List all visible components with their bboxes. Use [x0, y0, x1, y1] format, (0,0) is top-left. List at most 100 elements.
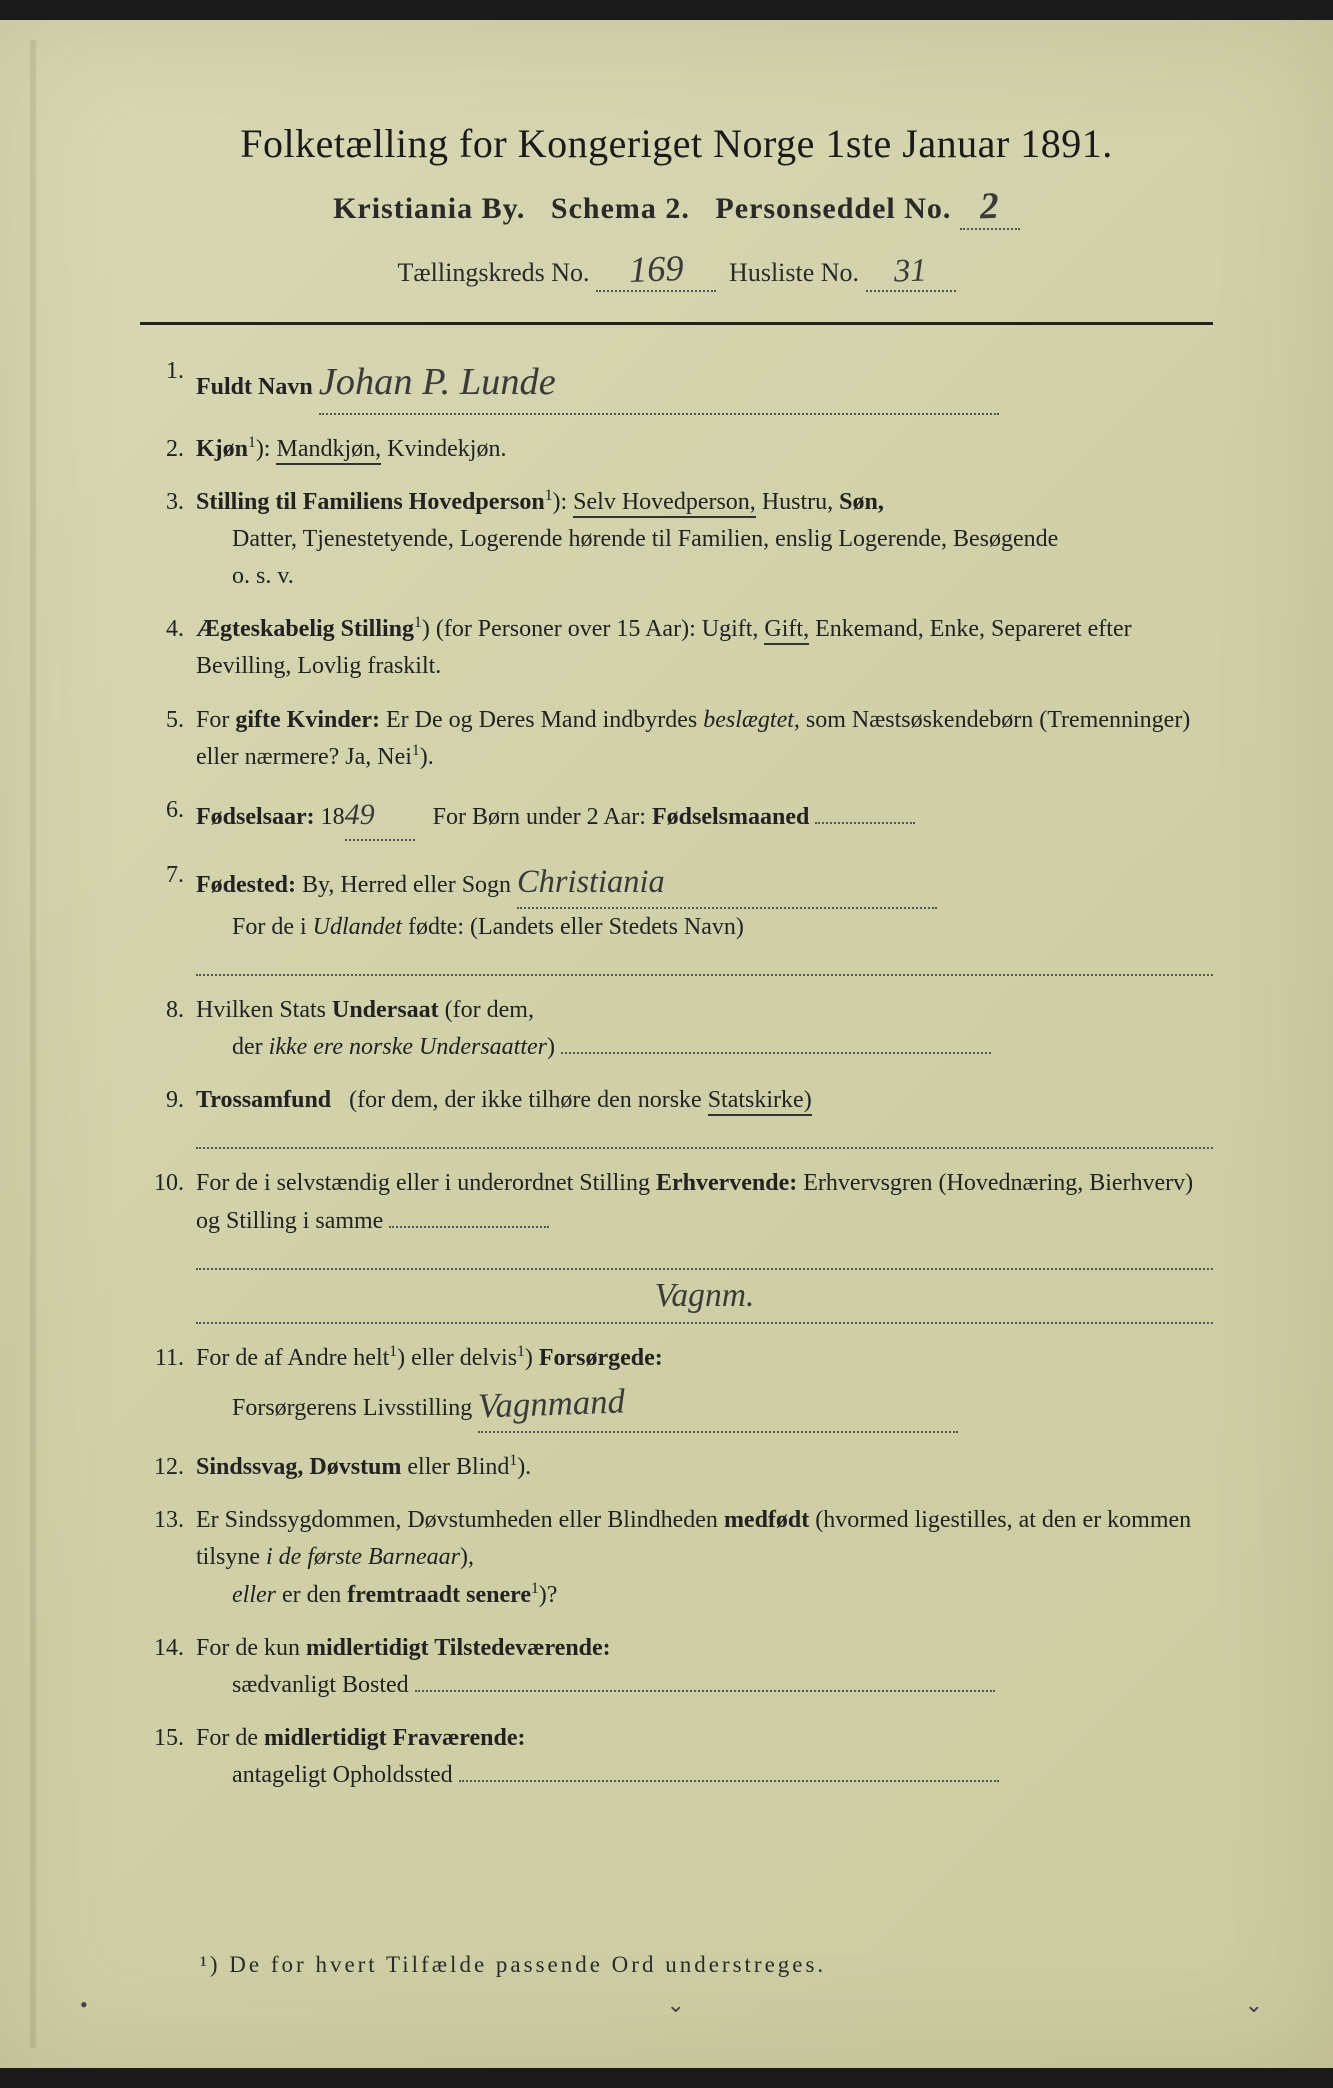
- q13-b: medfødt: [724, 1507, 809, 1533]
- q7-place-field: Christiania: [517, 857, 937, 909]
- header-divider: [140, 322, 1213, 325]
- q1-label: Fuldt Navn: [196, 374, 313, 400]
- q14-cont: sædvanligt Bosted: [196, 1667, 1213, 1704]
- q12-disability: Sindssvag, Døvstum eller Blind1).: [140, 1449, 1213, 1486]
- q9-a: Trossamfund: [196, 1087, 331, 1113]
- q10-b: Erhvervende:: [656, 1170, 797, 1196]
- q7-cont: For de i Udlandet fødte: (Landets eller …: [196, 909, 1213, 946]
- q14-a: For de kun: [196, 1635, 300, 1661]
- q11-sup2: 1: [517, 1343, 525, 1360]
- q10-occupation: For de i selvstændig eller i underordnet…: [140, 1165, 1213, 1323]
- q6-b: For Børn under 2 Aar:: [433, 804, 646, 830]
- husliste-no-field: 31: [866, 253, 956, 292]
- q13-sup: 1: [531, 1580, 539, 1597]
- q3-wife: Hustru,: [762, 489, 833, 515]
- q8-a: Hvilken Stats: [196, 997, 326, 1023]
- q3-label: Stilling til Familiens Hovedperson: [196, 489, 545, 515]
- q8-c: (for dem,: [445, 997, 534, 1023]
- q3-cont1: Datter, Tjenestetyende, Logerende hørend…: [196, 521, 1213, 558]
- q11-sup1: 1: [389, 1343, 397, 1360]
- q14-c: sædvanligt Bosted: [232, 1672, 409, 1698]
- q2-female: Kvindekjøn.: [387, 436, 506, 462]
- q4-label: Ægteskabelig Stilling: [196, 616, 414, 642]
- q9-religion: Trossamfund (for dem, der ikke tilhøre d…: [140, 1082, 1213, 1149]
- q8-i: ikke ere norske Undersaatter: [269, 1034, 547, 1060]
- kreds-no-value: 169: [628, 247, 684, 291]
- q4-unmarried: Ugift,: [702, 616, 759, 642]
- q15-b: midlertidigt Fraværende:: [264, 1725, 526, 1751]
- q14-field: [415, 1690, 995, 1692]
- q3-position: Stilling til Familiens Hovedperson1): Se…: [140, 484, 1213, 596]
- corner-mark-left: •: [80, 1992, 88, 2018]
- q10-dotfill1: [196, 1246, 1213, 1270]
- q9-c: Statskirke): [708, 1087, 812, 1116]
- q7-label: Fødested:: [196, 872, 296, 898]
- q13-i: i de første Barneaar: [266, 1544, 460, 1570]
- q4-sup: 1: [414, 614, 422, 631]
- subtitle-line: Kristiania By. Schema 2. Personseddel No…: [140, 185, 1213, 230]
- q4-marital: Ægteskabelig Stilling1) (for Personer ov…: [140, 611, 1213, 685]
- q1-name-value: Johan P. Lunde: [319, 353, 556, 413]
- q11-d: Forsørgerens Livsstilling: [232, 1395, 472, 1421]
- q7-d: fødte: (Landets eller Stedets Navn): [408, 914, 744, 940]
- q10-occ-value: Vagnm.: [655, 1270, 755, 1322]
- kreds-no-field: 169: [596, 248, 716, 292]
- personseddel-label: Personseddel No.: [715, 192, 951, 225]
- census-form-page: Folketælling for Kongeriget Norge 1ste J…: [0, 20, 1333, 2068]
- q11-provider: For de af Andre helt1) eller delvis1) Fo…: [140, 1340, 1213, 1433]
- q11-b: eller delvis: [411, 1345, 517, 1371]
- q6-c: Fødselsmaaned: [652, 804, 809, 830]
- q2-male: Mandkjøn,: [276, 436, 381, 465]
- q13-f: er den: [282, 1582, 341, 1608]
- q12-b: eller Blind: [407, 1454, 509, 1480]
- q2-sup: 1: [248, 434, 256, 451]
- q11-a: For de af Andre helt: [196, 1345, 389, 1371]
- q13-e: eller: [232, 1582, 276, 1608]
- q5-sup: 1: [412, 742, 420, 759]
- corner-mark-center: ⌄: [667, 1992, 685, 2018]
- q13-cont: eller er den fremtraadt senere1)?: [196, 1577, 1213, 1614]
- q15-field: [459, 1780, 999, 1782]
- q6-birthyear: Fødselsaar: 1849 For Børn under 2 Aar: F…: [140, 792, 1213, 841]
- q11-field: Vagnmand: [478, 1377, 958, 1433]
- q13-congenital: Er Sindssygdommen, Døvstumheden eller Bl…: [140, 1502, 1213, 1614]
- q13-d: ),: [460, 1544, 474, 1570]
- q4-married: Gift,: [764, 616, 809, 645]
- q14-temp-present: For de kun midlertidigt Tilstedeværende:…: [140, 1630, 1213, 1704]
- q15-c: antageligt Opholdssted: [232, 1762, 453, 1788]
- q3-son: Søn,: [839, 489, 884, 515]
- q11-value: Vagnmand: [477, 1375, 626, 1434]
- q7-birthplace: Fødested: By, Herred eller Sogn Christia…: [140, 857, 1213, 976]
- q13-g: fremtraadt senere: [347, 1582, 531, 1608]
- q11-c: Forsørgede:: [539, 1345, 663, 1371]
- subheader-line: Tællingskreds No. 169 Husliste No. 31: [140, 248, 1213, 292]
- q10-field1: [389, 1226, 549, 1228]
- q3-self: Selv Hovedperson,: [573, 489, 756, 518]
- q12-a: Sindssvag, Døvstum: [196, 1454, 401, 1480]
- q3-sup: 1: [545, 487, 553, 504]
- q12-sup: 1: [509, 1452, 517, 1469]
- q4-paren: (for Personer over 15 Aar):: [436, 616, 696, 642]
- q8-e: ): [547, 1034, 555, 1060]
- q3-cont2: o. s. v.: [196, 558, 1213, 595]
- q5-for: For: [196, 707, 229, 733]
- q9-b: (for dem, der ikke tilhøre den norske: [349, 1087, 702, 1113]
- form-header: Folketælling for Kongeriget Norge 1ste J…: [140, 120, 1213, 292]
- q10-a: For de i selvstændig eller i underordnet…: [196, 1170, 650, 1196]
- corner-mark-right: ⌄: [1245, 1992, 1263, 2018]
- q6-prefix: 18: [321, 804, 345, 830]
- q7-b: By, Herred eller Sogn: [302, 872, 511, 898]
- q6-year-value: 49: [345, 792, 375, 839]
- question-list: Fuldt Navn Johan P. Lunde Kjøn1): Mandkj…: [140, 353, 1213, 1795]
- q8-d: der: [232, 1034, 263, 1060]
- q8-b: Undersaat: [332, 997, 439, 1023]
- q15-temp-absent: For de midlertidigt Fraværende: antageli…: [140, 1720, 1213, 1794]
- main-title: Folketælling for Kongeriget Norge 1ste J…: [140, 120, 1213, 167]
- q6-year-field: 49: [345, 792, 415, 841]
- q5-beslagtet: beslægtet,: [703, 707, 800, 733]
- q10-occ-field: Vagnm.: [196, 1270, 1213, 1324]
- q6-label: Fødselsaar:: [196, 804, 315, 830]
- q5-text: Er De og Deres Mand indbyrdes: [386, 707, 697, 733]
- q8-citizenship: Hvilken Stats Undersaat (for dem, der ik…: [140, 992, 1213, 1066]
- q1-full-name: Fuldt Navn Johan P. Lunde: [140, 353, 1213, 415]
